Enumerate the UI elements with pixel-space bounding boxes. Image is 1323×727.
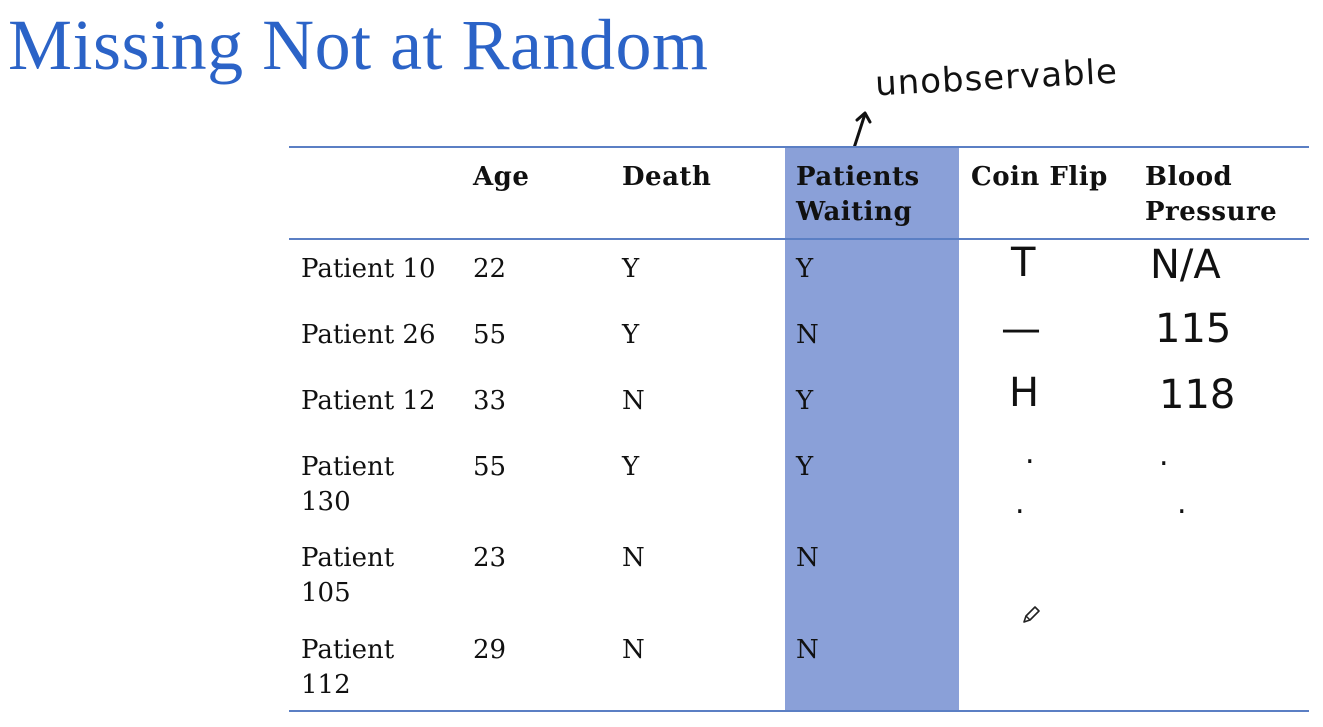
table-row-age: 55 bbox=[473, 320, 507, 350]
patients-waiting-column-highlight bbox=[785, 146, 959, 712]
table-row-patient: Patient 12 bbox=[301, 386, 436, 416]
table-row-death: Y bbox=[622, 254, 640, 284]
blood-pressure-value: N/A bbox=[1150, 242, 1221, 288]
slide-title: Missing Not at Random bbox=[8, 5, 709, 85]
header-blood-pressure: Blood Pressure bbox=[1145, 162, 1278, 227]
pencil-cursor-icon bbox=[1023, 606, 1040, 623]
table-row-waiting: Y bbox=[796, 452, 814, 482]
table-row-death: N bbox=[622, 543, 645, 573]
table-row-patient: Patient 26 bbox=[301, 320, 436, 350]
blood-pressure-value: 115 bbox=[1155, 306, 1232, 352]
table-row-death: Y bbox=[622, 320, 640, 350]
table-row-waiting: Y bbox=[796, 386, 814, 416]
table-row-patient: Patient 112 bbox=[301, 635, 395, 700]
coin-flip-value: T bbox=[1011, 240, 1036, 286]
table-row-patient: Patient 105 bbox=[301, 543, 395, 608]
table-row-patient: Patient 130 bbox=[301, 452, 395, 517]
header-age: Age bbox=[473, 162, 530, 192]
table-row-death: N bbox=[622, 635, 645, 665]
coin-flip-value: — bbox=[1001, 306, 1041, 352]
table-row-age: 22 bbox=[473, 254, 507, 284]
coin-flip-value: . bbox=[1025, 436, 1035, 471]
header-coin-flip: Coin Flip bbox=[971, 162, 1108, 192]
blood-pressure-value: . bbox=[1177, 486, 1187, 521]
coin-flip-value: H bbox=[1009, 370, 1040, 416]
blood-pressure-value: . bbox=[1159, 438, 1169, 473]
table-row-waiting: N bbox=[796, 543, 819, 573]
up-arrow-icon bbox=[852, 111, 872, 150]
unobservable-annotation: unobservable bbox=[874, 51, 1119, 105]
table-row-waiting: Y bbox=[796, 254, 814, 284]
table-row-age: 55 bbox=[473, 452, 507, 482]
table-header-rule bbox=[289, 238, 1309, 240]
table-row-age: 29 bbox=[473, 635, 507, 665]
blood-pressure-value: 118 bbox=[1159, 372, 1236, 418]
table-bottom-rule bbox=[289, 710, 1309, 712]
header-patients-waiting: Patients Waiting bbox=[796, 162, 920, 227]
table-row-death: N bbox=[622, 386, 645, 416]
table-row-waiting: N bbox=[796, 635, 819, 665]
table-row-waiting: N bbox=[796, 320, 819, 350]
table-row-age: 23 bbox=[473, 543, 507, 573]
header-death: Death bbox=[622, 162, 712, 192]
table-row-age: 33 bbox=[473, 386, 507, 416]
table-top-rule bbox=[289, 146, 1309, 148]
data-table: Age Death Patients Waiting Coin Flip Blo… bbox=[289, 146, 1309, 712]
coin-flip-value: . bbox=[1015, 486, 1025, 521]
table-row-death: Y bbox=[622, 452, 640, 482]
table-row-patient: Patient 10 bbox=[301, 254, 436, 284]
